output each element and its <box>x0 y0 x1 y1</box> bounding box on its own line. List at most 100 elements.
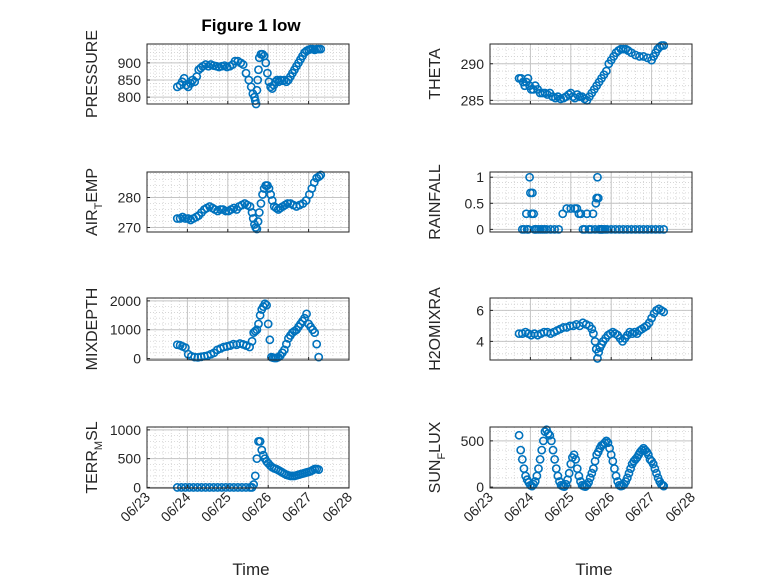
subplot-terr-msl: 0 500 1000 06/23 06/24 06/25 06/26 06/27 06/28 TE… <box>84 421 355 525</box>
x-tick-label: 06/27 <box>622 489 658 525</box>
data-point <box>587 468 597 478</box>
data-point <box>225 483 235 492</box>
data-point <box>241 483 251 492</box>
data-point <box>530 477 540 486</box>
data-point <box>261 58 271 68</box>
data-point <box>528 188 537 198</box>
data-point <box>635 52 644 61</box>
data-point <box>260 299 270 309</box>
data-point <box>586 224 596 234</box>
data-point <box>655 224 665 234</box>
x-tick-label: 06/27 <box>279 489 315 525</box>
data-point <box>659 481 669 491</box>
data-point <box>618 224 628 234</box>
data-point <box>256 199 266 208</box>
subplot-mixdepth: 0 1000 2000 MIXDEPTH <box>84 288 350 371</box>
data-point <box>562 204 572 213</box>
x-axis-label-left: Time <box>232 560 269 579</box>
x-tick-label: 06/23 <box>460 489 496 525</box>
data-point <box>554 224 564 234</box>
data-point <box>611 471 621 481</box>
data-point <box>588 209 598 219</box>
data-point <box>250 326 260 336</box>
data-point <box>254 319 263 329</box>
x-axis-label-right: Time <box>575 560 612 579</box>
data-point <box>525 172 534 182</box>
data-point <box>221 483 231 492</box>
data-point <box>205 483 215 492</box>
data-point <box>601 66 611 76</box>
data-point <box>593 354 602 363</box>
data-point <box>316 44 326 54</box>
data-point <box>262 300 271 310</box>
axes-box <box>489 426 693 489</box>
axes-box <box>489 171 693 233</box>
y-tick-label: 1 <box>476 169 484 185</box>
y-tick-label: 0 <box>133 351 141 367</box>
y-tick-label: 290 <box>461 56 485 72</box>
data-point <box>265 335 275 345</box>
x-tick-label: 06/23 <box>117 489 153 525</box>
data-point <box>314 465 324 474</box>
data-point <box>553 471 563 481</box>
data-point <box>594 347 604 357</box>
data-point <box>314 352 324 362</box>
y-tick-label: 1000 <box>110 422 141 438</box>
data-point <box>606 224 616 234</box>
data-point <box>252 325 262 335</box>
y-tick-label: 280 <box>118 190 142 206</box>
data-point <box>601 436 611 446</box>
data-point <box>644 318 654 328</box>
data-point <box>603 438 613 448</box>
data-point <box>176 483 186 492</box>
data-point <box>659 224 669 234</box>
data-point <box>250 471 260 481</box>
data-point <box>622 473 632 483</box>
data-point <box>237 483 247 492</box>
y-axis-label: MIXDEPTH <box>84 288 101 371</box>
x-tick-label: 06/28 <box>662 489 698 525</box>
data-point <box>600 438 610 448</box>
data-point <box>652 468 661 478</box>
y-tick-label: 0 <box>133 479 141 495</box>
data-point <box>635 224 644 234</box>
data-point <box>209 483 219 492</box>
data-point <box>266 190 276 199</box>
y-tick-label: 6 <box>476 302 484 318</box>
plot-area <box>490 44 692 104</box>
y-tick-label: 285 <box>461 92 485 108</box>
axes-box <box>146 43 350 105</box>
data-point <box>185 483 194 492</box>
x-tick-label: 06/25 <box>541 489 577 525</box>
data-point <box>180 483 190 492</box>
y-tick-label: 500 <box>118 451 142 467</box>
axes-box <box>146 171 350 233</box>
data-point <box>550 224 560 234</box>
data-point <box>580 224 590 234</box>
data-point <box>238 60 248 69</box>
data-point <box>281 339 291 349</box>
data-point <box>181 80 191 90</box>
data-point <box>529 209 539 219</box>
data-point <box>571 454 581 464</box>
y-tick-label: 500 <box>461 433 485 449</box>
data-point <box>193 483 202 492</box>
axes-box <box>489 297 693 361</box>
data-point <box>550 454 560 464</box>
data-point <box>516 445 526 455</box>
y-tick-label: 4 <box>476 333 484 349</box>
x-tick-label: 06/24 <box>500 489 536 525</box>
y-tick-label: 0.5 <box>465 195 485 211</box>
data-point <box>566 204 576 213</box>
subplot-h2omixra: 4 6 H2OMIXRA <box>427 287 693 371</box>
data-point <box>585 473 595 483</box>
data-point <box>172 214 182 223</box>
data-point <box>233 483 243 492</box>
data-point <box>197 483 206 492</box>
subplot-rainfall: 0 0.5 1 RAINFALL <box>427 164 693 240</box>
data-point <box>572 90 582 99</box>
y-tick-label: 800 <box>118 89 142 105</box>
data-point <box>258 49 267 59</box>
